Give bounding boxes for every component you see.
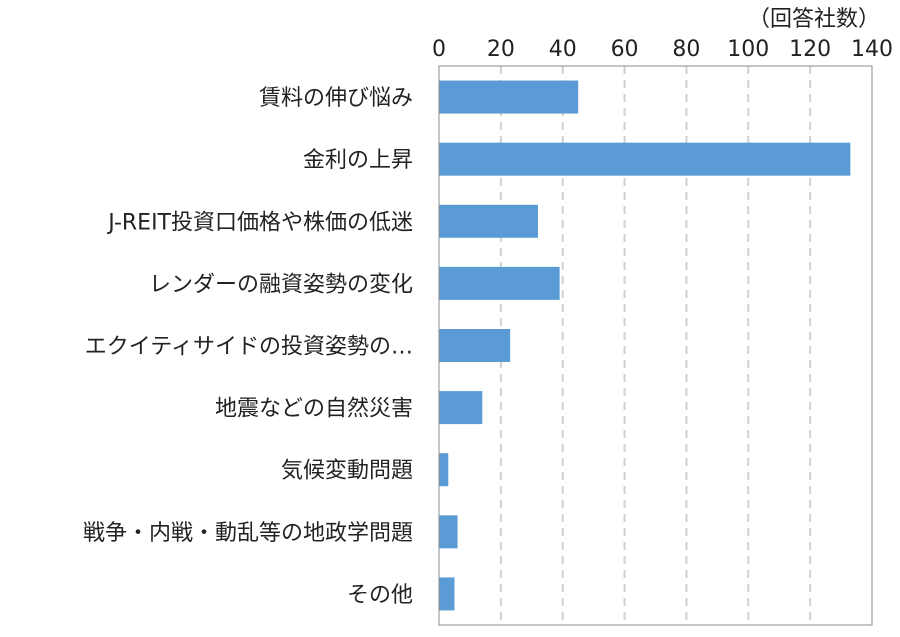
bar bbox=[439, 80, 579, 114]
x-tick-label: 60 bbox=[611, 37, 639, 62]
bar bbox=[439, 204, 538, 238]
x-tick-label: 80 bbox=[672, 37, 700, 62]
bar bbox=[439, 391, 483, 425]
category-label: 金利の上昇 bbox=[303, 148, 413, 173]
category-label: J-REIT投資口価格や株価の低迷 bbox=[106, 210, 413, 235]
category-label: 地震などの自然災害 bbox=[215, 397, 413, 422]
bar bbox=[439, 266, 560, 300]
bar bbox=[439, 329, 511, 362]
bar bbox=[439, 577, 455, 611]
bars bbox=[439, 80, 851, 611]
category-label: 気候変動問題 bbox=[281, 459, 413, 484]
category-label: エクイティサイドの投資姿勢の… bbox=[85, 335, 413, 360]
unit-label: （回答社数） bbox=[748, 7, 880, 32]
x-axis-ticks: 0 20 40 60 80 100 120 140 bbox=[432, 37, 893, 62]
x-tick-label: 40 bbox=[549, 37, 577, 62]
category-label: その他 bbox=[347, 583, 413, 608]
category-label: 賃料の伸び悩み bbox=[259, 86, 413, 111]
category-label: レンダーの融資姿勢の変化 bbox=[149, 272, 413, 297]
x-tick-label: 0 bbox=[432, 37, 446, 62]
x-tick-label: 140 bbox=[851, 37, 893, 62]
bar bbox=[439, 453, 449, 487]
x-tick-label: 20 bbox=[487, 37, 515, 62]
plot-frame bbox=[438, 65, 873, 626]
bar bbox=[439, 515, 458, 549]
bar bbox=[439, 142, 851, 176]
x-tick-label: 100 bbox=[727, 37, 769, 62]
grid-lines bbox=[499, 66, 812, 625]
x-tick-label: 120 bbox=[789, 37, 831, 62]
category-label: 戦争・内戦・動乱等の地政学問題 bbox=[83, 521, 413, 546]
